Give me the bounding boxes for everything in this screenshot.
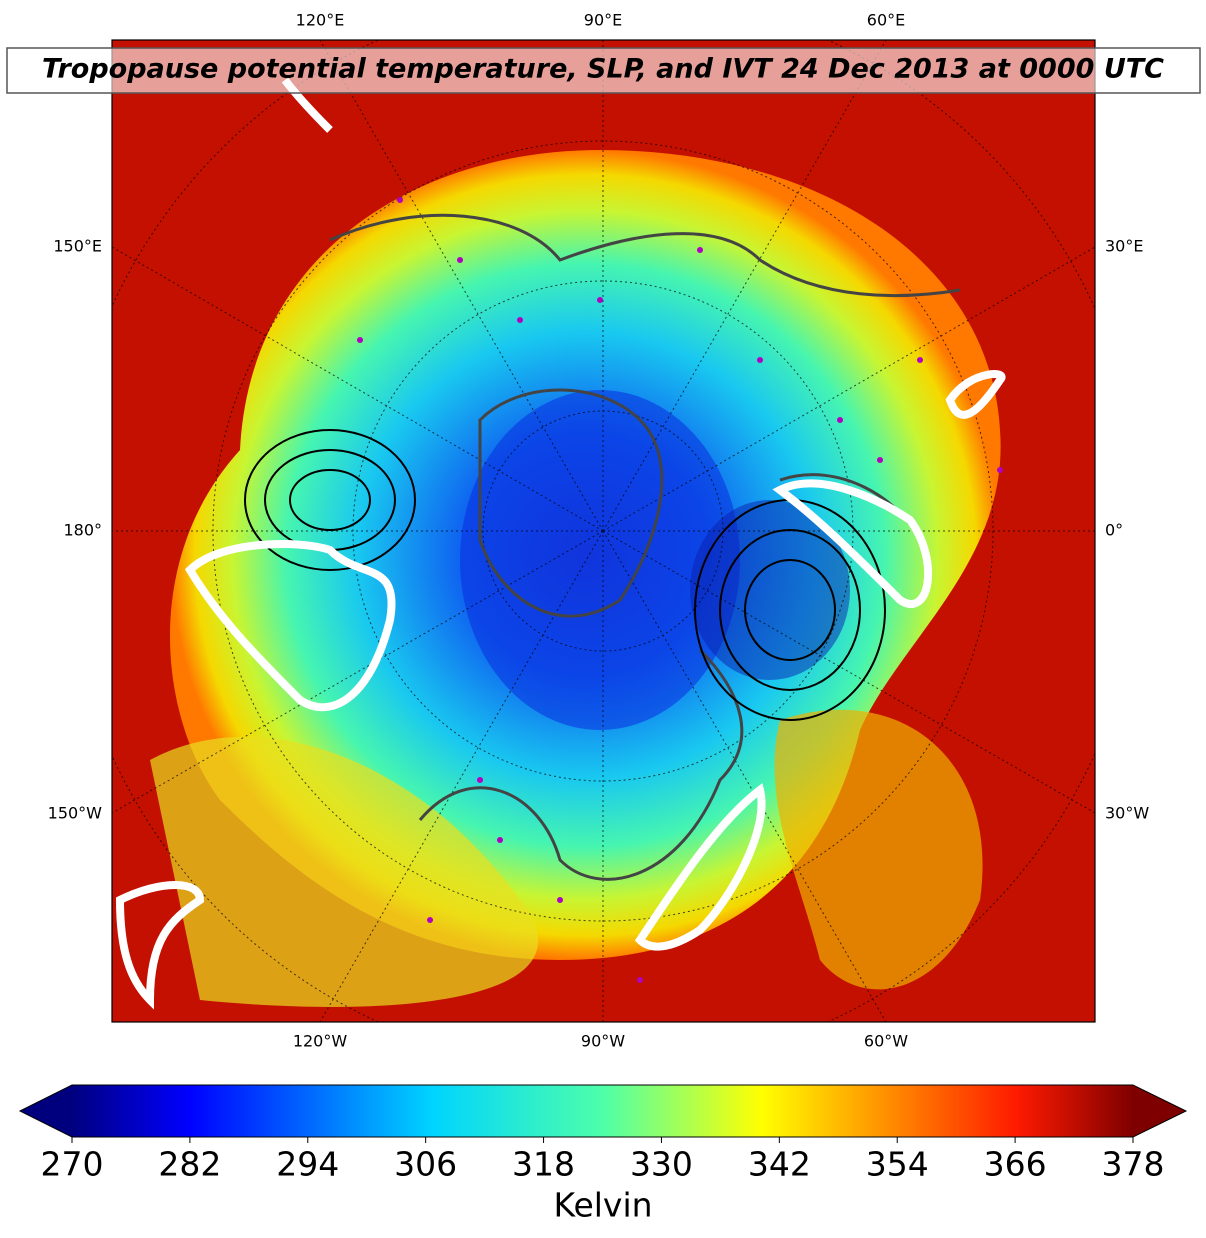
colorbar [18, 1084, 1188, 1143]
colorbar-label: Kelvin [553, 1186, 652, 1225]
lon-label: 150°W [48, 804, 103, 823]
colorbar-tick-label: 342 [748, 1145, 811, 1184]
map-frame [111, 39, 1096, 1023]
colorbar-tick-label: 318 [512, 1145, 575, 1184]
cold-core [690, 500, 850, 680]
colorbar-tick-label: 282 [158, 1145, 221, 1184]
lon-label: 90°E [584, 11, 622, 30]
coastlines [329, 213, 961, 881]
lon-label: 180° [63, 521, 102, 540]
cold-core [460, 390, 740, 730]
title: Tropopause potential temperature, SLP, a… [42, 54, 1164, 85]
lon-label: 0° [1105, 521, 1123, 540]
lon-label: 120°E [296, 11, 345, 30]
station-markers [357, 197, 1003, 983]
warm-region [150, 736, 539, 1007]
colorbar-tick-label: 306 [394, 1145, 457, 1184]
lon-label: 30°W [1105, 804, 1149, 823]
lon-label: 60°W [864, 1032, 908, 1051]
colorbar-extend-low [20, 1085, 72, 1137]
warm-region [774, 709, 983, 990]
title-box [6, 47, 1201, 94]
lon-label: 90°W [581, 1032, 625, 1051]
lon-label: 60°E [867, 11, 905, 30]
graticule [112, 40, 1095, 1022]
ivt-contours [115, 77, 1006, 1010]
colorbar-tick-label: 378 [1102, 1145, 1165, 1184]
colorbar-tick-label: 354 [866, 1145, 929, 1184]
colorbar-extend-high [1133, 1085, 1186, 1137]
colorbar-tick-label: 294 [276, 1145, 339, 1184]
colorbar-tick-label: 330 [630, 1145, 693, 1184]
map [112, 40, 1095, 1022]
colorbar-bar [72, 1085, 1133, 1137]
lon-label: 30°E [1105, 237, 1143, 256]
colorbar-tick-label: 366 [984, 1145, 1047, 1184]
colorbar-tick-label: 270 [41, 1145, 104, 1184]
lon-label: 150°E [53, 237, 102, 256]
lon-label: 120°W [293, 1032, 348, 1051]
